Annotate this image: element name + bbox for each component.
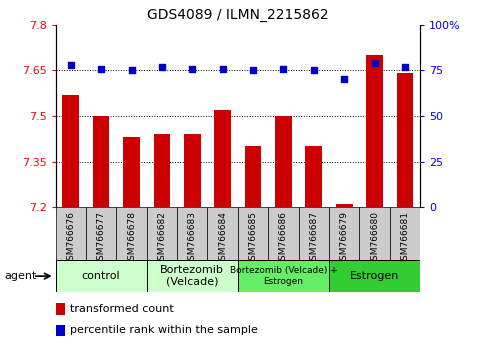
Point [371,60,379,66]
Text: agent: agent [5,271,37,281]
Text: percentile rank within the sample: percentile rank within the sample [70,325,258,336]
Bar [268,207,298,260]
Text: Estrogen: Estrogen [350,271,399,281]
Bar [238,207,268,260]
Text: GSM766686: GSM766686 [279,211,288,266]
Bar [86,207,116,260]
Bar [177,207,208,260]
Bar [397,73,413,207]
Bar [366,55,383,207]
Text: GSM766685: GSM766685 [249,211,257,266]
Bar [154,134,170,207]
Point [128,68,135,73]
Bar [390,207,420,260]
Bar [298,207,329,260]
Text: GSM766676: GSM766676 [66,211,75,266]
Text: GSM766684: GSM766684 [218,211,227,266]
Point [188,66,196,72]
Bar [329,260,420,292]
Bar [329,207,359,260]
Text: GSM766683: GSM766683 [188,211,197,266]
Bar [93,116,110,207]
Bar [184,134,200,207]
Bar [147,260,238,292]
Point [310,68,318,73]
Point [249,68,257,73]
Point [158,64,166,69]
Bar [214,110,231,207]
Bar [123,137,140,207]
Bar [336,204,353,207]
Title: GDS4089 / ILMN_2215862: GDS4089 / ILMN_2215862 [147,8,329,22]
Text: GSM766687: GSM766687 [309,211,318,266]
Bar [116,207,147,260]
Bar [56,325,65,336]
Text: GSM766677: GSM766677 [97,211,106,266]
Text: GSM766680: GSM766680 [370,211,379,266]
Text: Bortezomib
(Velcade): Bortezomib (Velcade) [160,265,224,287]
Text: GSM766681: GSM766681 [400,211,410,266]
Bar [147,207,177,260]
Bar [56,260,147,292]
Point [219,66,227,72]
Text: GSM766678: GSM766678 [127,211,136,266]
Bar [56,303,65,315]
Point [67,62,74,68]
Point [341,77,348,82]
Bar [208,207,238,260]
Point [401,64,409,69]
Text: GSM766682: GSM766682 [157,211,167,266]
Bar [238,260,329,292]
Text: control: control [82,271,120,281]
Bar [56,207,86,260]
Point [97,66,105,72]
Bar [305,146,322,207]
Text: Bortezomib (Velcade) +
Estrogen: Bortezomib (Velcade) + Estrogen [229,267,337,286]
Point [280,66,287,72]
Bar [245,146,261,207]
Bar [62,95,79,207]
Text: transformed count: transformed count [70,304,174,314]
Text: GSM766679: GSM766679 [340,211,349,266]
Bar [275,116,292,207]
Bar [359,207,390,260]
